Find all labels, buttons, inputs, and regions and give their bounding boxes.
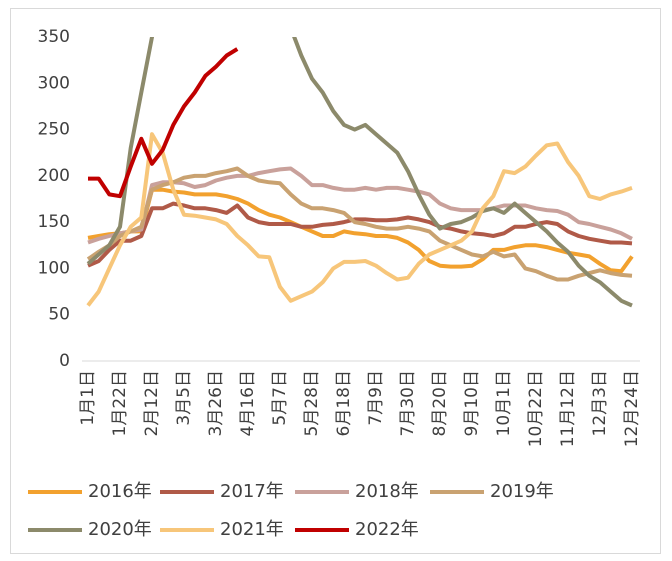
series-line [87,187,634,274]
y-tick-label: 100 [38,258,70,278]
legend-label: 2019年 [490,481,554,502]
series-line [86,132,633,307]
y-tick-label: 300 [38,73,70,93]
legend-label: 2021年 [220,519,284,540]
y-tick-label: 200 [38,166,70,186]
x-tick-label: 1月1日 [78,370,98,426]
x-tick-label: 2月12日 [142,370,162,436]
y-tick-label: 150 [38,212,70,232]
y-tick-label: 0 [59,351,70,371]
x-tick-label: 5月28日 [302,370,322,436]
x-tick-label: 12月24日 [622,370,642,447]
x-tick-label: 5月7日 [270,370,290,426]
series-line [88,47,239,199]
series-line [86,166,633,282]
x-tick-label: 7月30日 [398,370,418,436]
legend-label: 2020年 [88,519,152,540]
legend-label: 2022年 [355,519,419,540]
x-tick-label: 10月22日 [526,370,546,447]
series-line [86,37,633,308]
y-tick-label: 250 [38,120,70,140]
x-tick-label: 10月1日 [494,370,514,436]
x-tick-label: 6月18日 [334,370,354,436]
chart-frame [10,8,661,554]
x-tick-label: 4月16日 [238,370,258,436]
x-tick-label: 1月22日 [110,370,130,436]
legend-label: 2017年 [220,481,284,502]
x-tick-label: 11月12日 [558,370,578,447]
legend-label: 2016年 [88,481,152,502]
plot-area [86,37,634,308]
x-tick-label: 7月9日 [366,370,386,426]
legend-label: 2018年 [355,481,419,502]
x-tick-label: 9月10日 [462,370,482,436]
x-tick-label: 3月5日 [174,370,194,426]
x-tick-label: 12月3日 [590,370,610,436]
x-tick-label: 8月20日 [430,370,450,436]
y-tick-label: 350 [38,27,70,47]
series-line [87,166,633,245]
x-tick-label: 3月26日 [206,370,226,436]
y-tick-label: 50 [48,305,70,325]
